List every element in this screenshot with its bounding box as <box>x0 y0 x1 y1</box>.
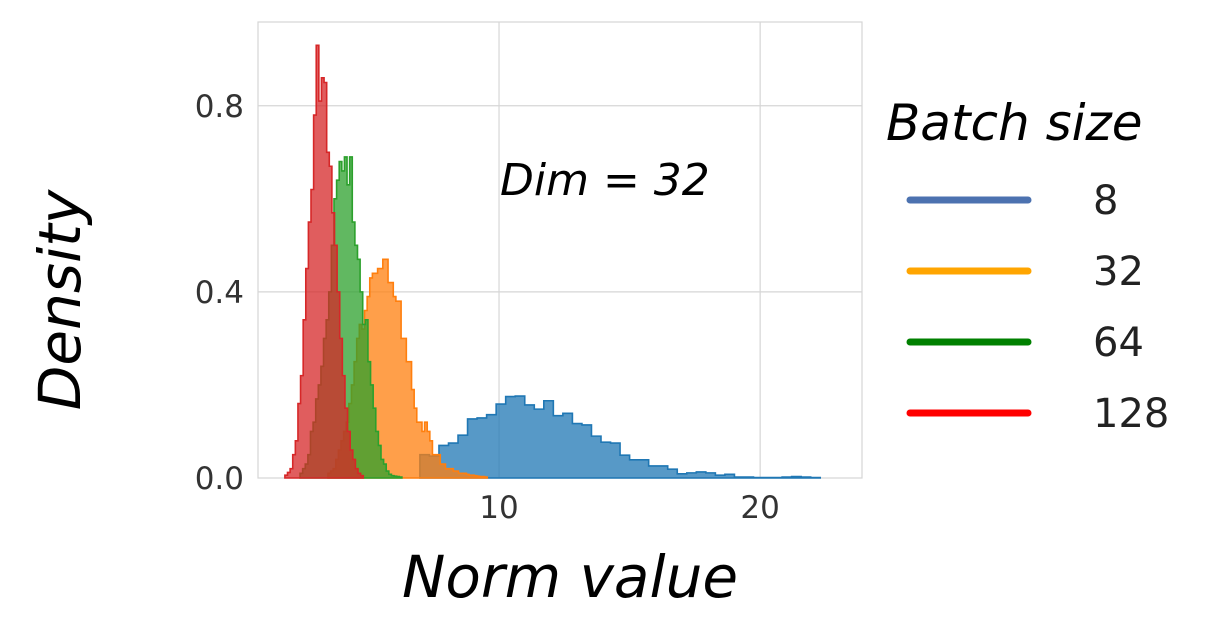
legend-title: Batch size <box>886 94 1143 152</box>
histogram-step-128 <box>284 44 365 479</box>
legend: Batch size 8 32 64 128 <box>886 94 1169 437</box>
legend-label: 64 <box>1093 320 1144 366</box>
histogram-series <box>284 44 822 479</box>
x-tick-label: 20 <box>740 490 779 526</box>
histogram-step-8 <box>419 395 822 479</box>
legend-label: 32 <box>1093 249 1144 295</box>
legend-label: 128 <box>1093 391 1169 437</box>
annotation-dim: Dim = 32 <box>500 155 710 206</box>
legend-label: 8 <box>1093 178 1118 224</box>
series-128 <box>284 44 365 479</box>
y-tick-label: 0.0 <box>195 461 244 497</box>
y-tick-label: 0.8 <box>195 89 244 125</box>
series-8 <box>419 395 822 479</box>
x-tick-label: 10 <box>479 490 518 526</box>
tick-labels: 10 20 0.0 0.4 0.8 <box>195 89 780 526</box>
y-axis-label: Density <box>26 189 94 410</box>
x-axis-label: Norm value <box>402 543 738 611</box>
y-tick-label: 0.4 <box>195 275 244 311</box>
